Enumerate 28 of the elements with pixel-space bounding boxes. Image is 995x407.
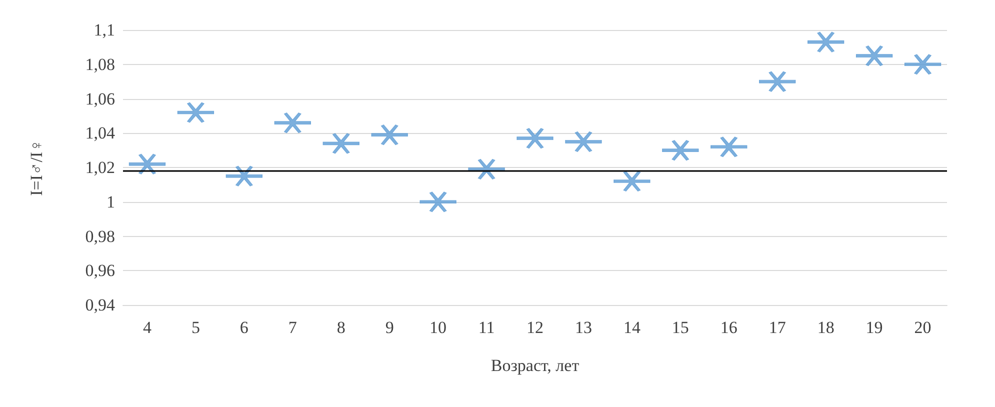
x-tick-label: 16: [720, 318, 738, 337]
y-tick-label: 1,04: [85, 124, 116, 143]
y-tick-label: 1,06: [85, 89, 115, 108]
x-tick-label: 4: [142, 318, 152, 337]
x-tick-label: 20: [914, 318, 932, 337]
y-tick-label: 0,98: [85, 226, 115, 246]
x-tick-label: 6: [240, 318, 248, 337]
x-tick-label: 5: [191, 318, 200, 337]
x-tick-label: 13: [574, 318, 592, 337]
x-tick-label: 18: [817, 318, 834, 337]
y-tick-label: 1,1: [94, 20, 115, 40]
x-tick-label: 11: [478, 318, 495, 337]
x-tick-label: 8: [336, 318, 346, 337]
x-tick-label: 14: [623, 318, 641, 337]
x-tick-label: 10: [430, 318, 447, 337]
y-tick-label: 0,94: [85, 296, 116, 314]
y-axis-title: I=I♂/I♀: [27, 139, 46, 196]
x-tick-label: 12: [526, 318, 544, 337]
y-tick-label: 1,08: [85, 54, 115, 74]
y-tick-label: 1,02: [85, 158, 115, 177]
x-tick-label: 7: [288, 318, 298, 337]
y-tick-label: 0,96: [85, 261, 115, 280]
y-tick-label: 1: [106, 192, 115, 212]
x-tick-label: 9: [385, 318, 394, 337]
x-tick-label: 19: [866, 318, 883, 337]
x-tick-label: 15: [672, 318, 689, 337]
x-axis-title: Возраст, лет: [490, 356, 580, 375]
x-tick-label: 17: [768, 318, 786, 337]
